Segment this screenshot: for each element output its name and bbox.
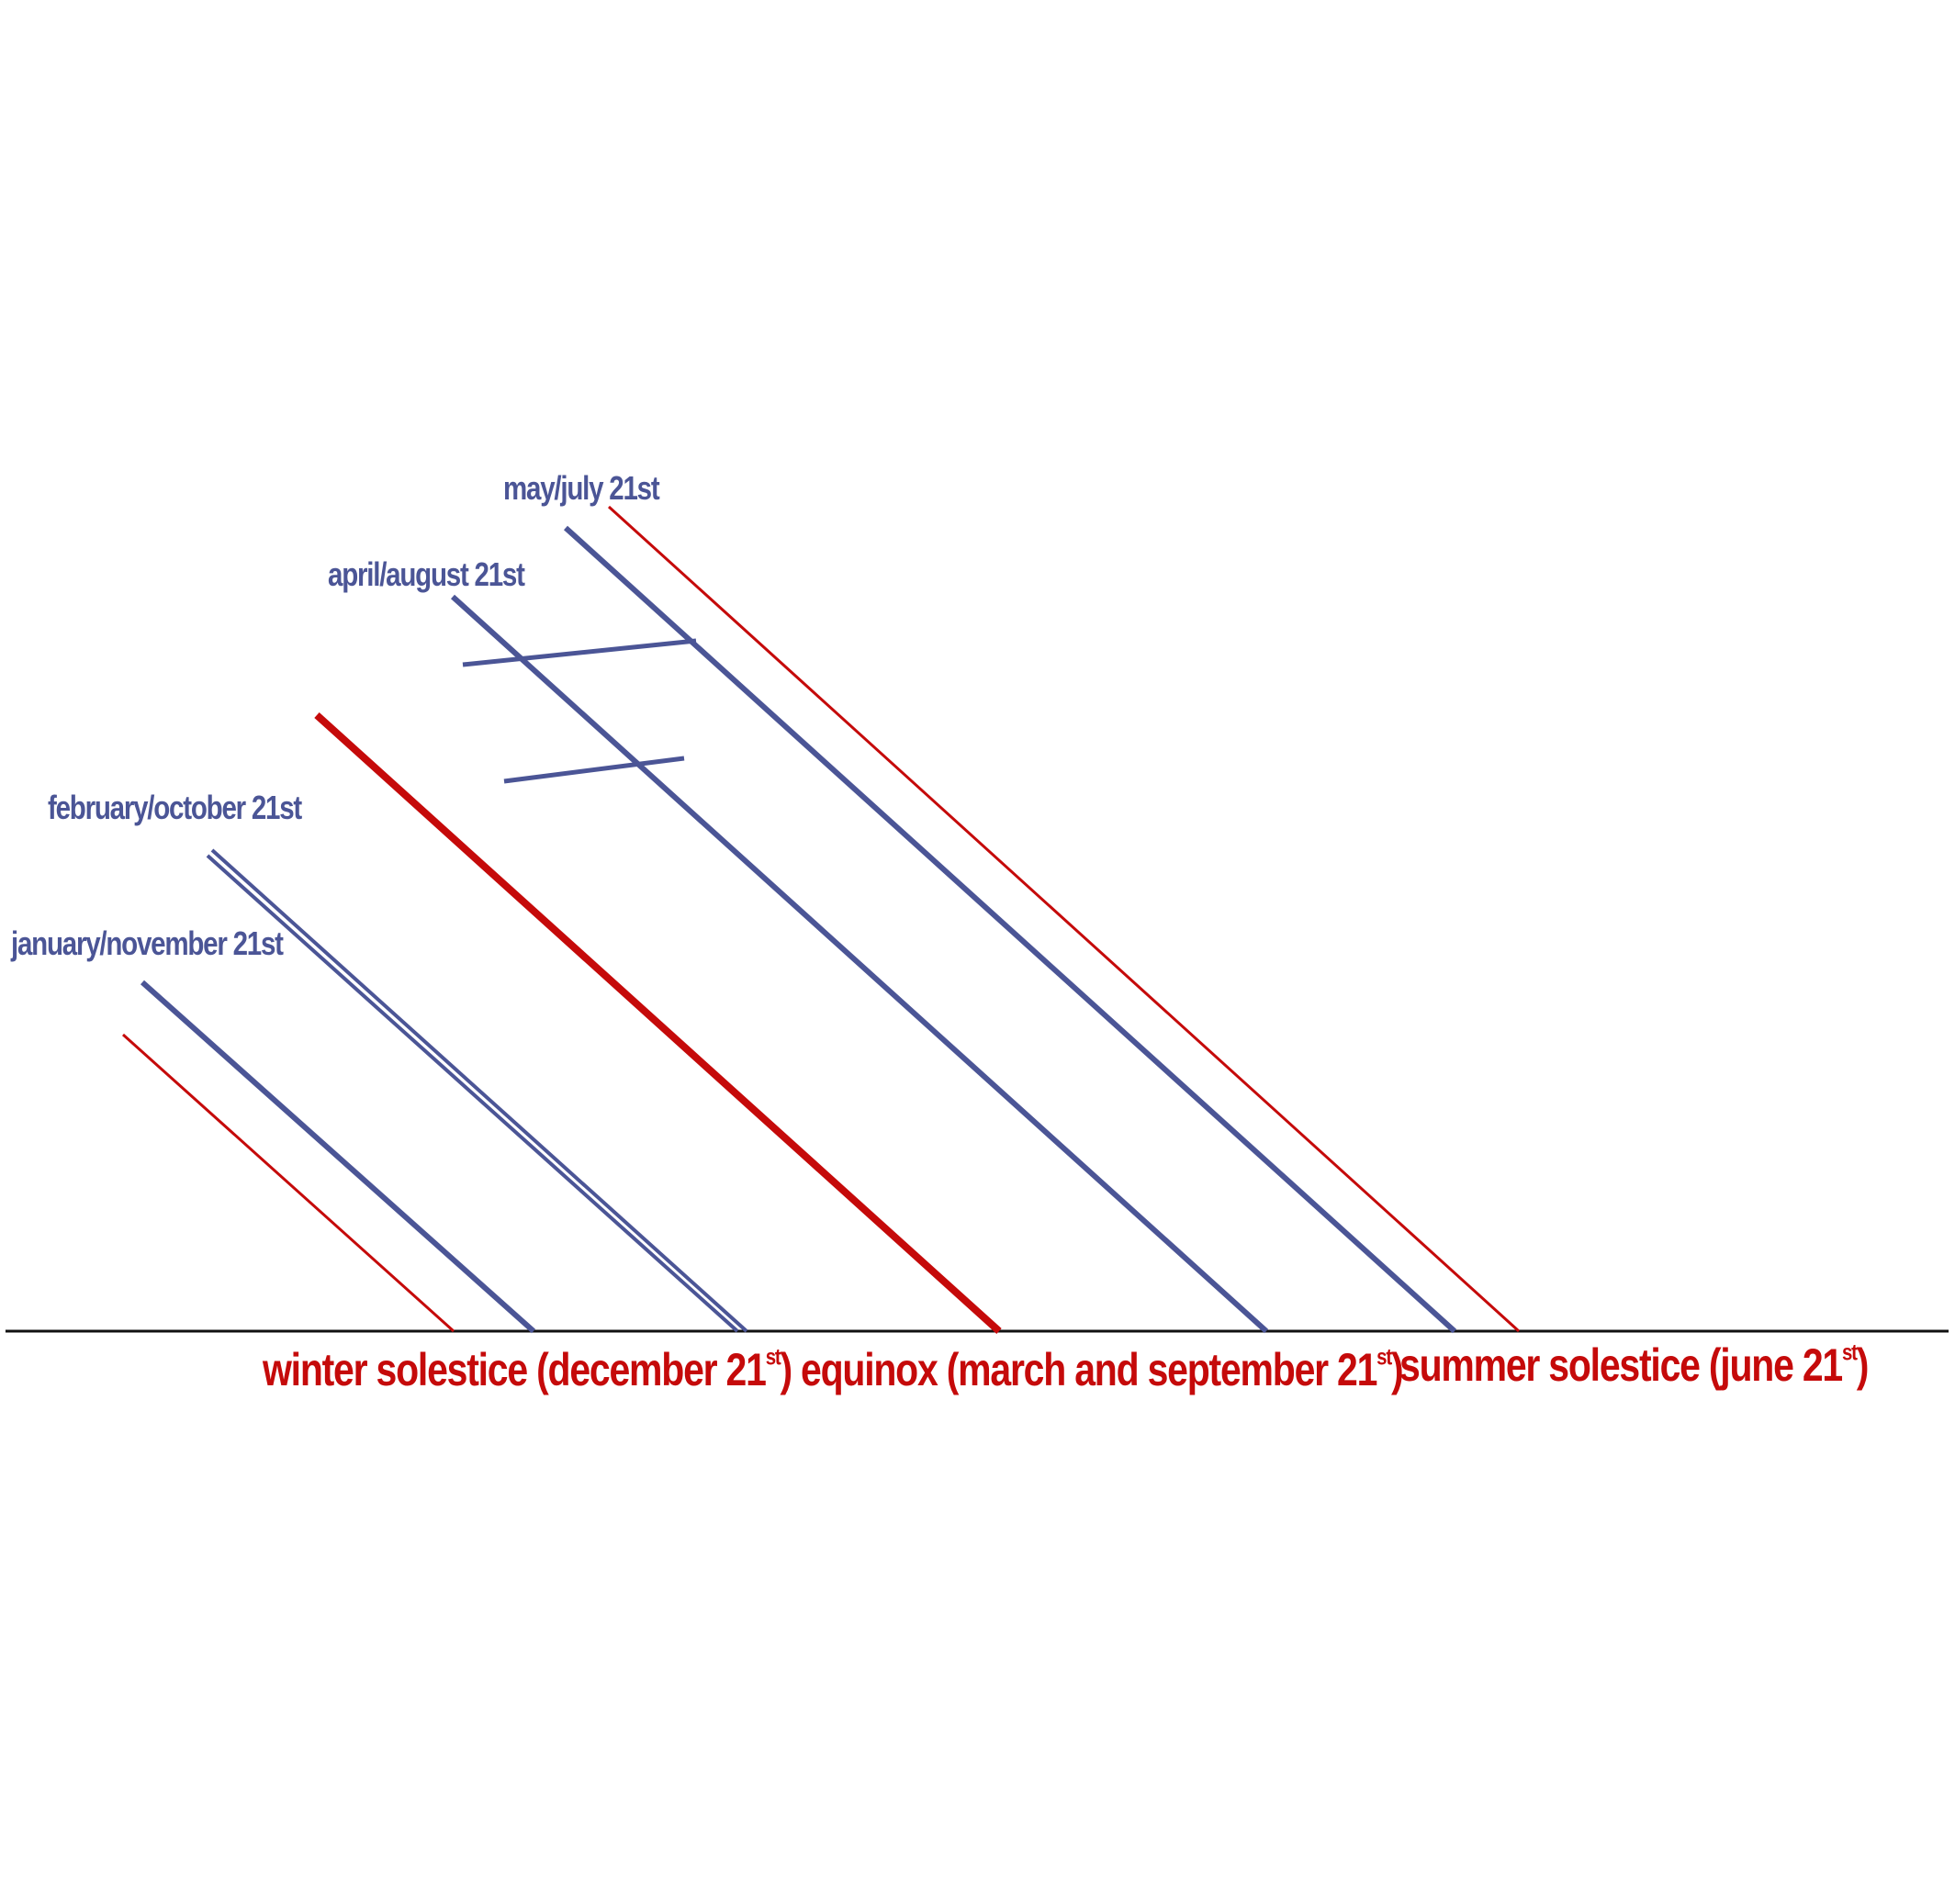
summer-solstice-close: ) (1856, 1339, 1870, 1391)
winter-solstice-ray (121, 1033, 455, 1333)
equinox-text: equinox (march and september 21 (801, 1344, 1377, 1395)
winter-solstice-sup: st (765, 1344, 781, 1371)
equinox-sup: st (1376, 1344, 1392, 1371)
february-october-ray-a (206, 854, 739, 1333)
pointer-line-upper (462, 638, 697, 667)
label-winter-solstice: winter solestice (december 21st) (263, 1344, 792, 1395)
equinox-ray (314, 712, 1002, 1334)
february-october-ray-b (210, 848, 748, 1333)
summer-solstice-ray (607, 505, 1521, 1333)
pointer-line-lower (503, 756, 685, 784)
january-november-ray (140, 980, 535, 1334)
winter-solstice-text: winter solestice (december 21 (263, 1344, 767, 1395)
label-may-july: may/july 21st (503, 469, 660, 507)
winter-solstice-close: ) (780, 1344, 792, 1395)
label-january-november: january/november 21st (11, 924, 284, 962)
summer-solstice-sup: st (1841, 1339, 1858, 1366)
equinox-close: ) (1390, 1344, 1404, 1395)
april-august-ray (450, 594, 1269, 1334)
may-july-ray (563, 525, 1457, 1334)
summer-solstice-text: summer solestice (june 21 (1399, 1339, 1843, 1391)
label-equinox: equinox (march and september 21st) (801, 1344, 1404, 1395)
label-april-august: april/august 21st (328, 555, 525, 593)
label-february-october: february/october 21st (48, 789, 302, 826)
label-summer-solstice: summer solestice (june 21st) (1399, 1339, 1870, 1391)
